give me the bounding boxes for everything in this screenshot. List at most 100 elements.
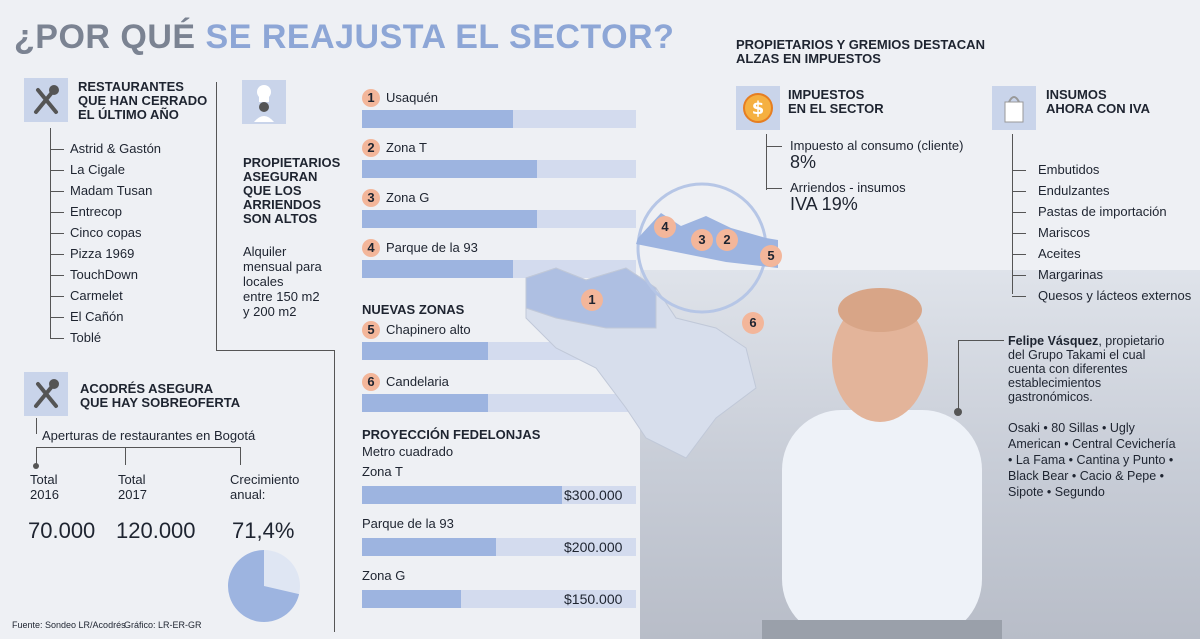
fedelonjas-value: $300.000 xyxy=(564,487,623,503)
zone-bar-bg xyxy=(362,394,636,412)
fedelonjas-bar-bg xyxy=(362,486,636,504)
zone-badge: 2 xyxy=(362,139,380,157)
col3-label: Crecimiento anual: xyxy=(230,472,300,502)
zone-bar-fill xyxy=(362,394,489,412)
person-line-h xyxy=(958,340,1004,341)
taxes-heading: IMPUESTOS EN EL SECTOR xyxy=(788,87,884,116)
map-badge-6: 6 xyxy=(742,312,764,334)
footer-graphic: Gráfico: LR-ER-GR xyxy=(124,620,202,630)
zone-label: Candelaria xyxy=(386,374,449,389)
supplies-tick xyxy=(1012,275,1026,276)
acodres-heading: ACODRÉS ASEGURA QUE HAY SOBREOFERTA xyxy=(80,381,241,410)
closed-item: Madam Tusan xyxy=(70,183,153,198)
supplies-tick xyxy=(1012,170,1026,171)
zone-bar-fill xyxy=(362,110,513,128)
supplies-item: Embutidos xyxy=(1038,162,1100,177)
closed-tick xyxy=(50,170,64,171)
zone-bar-fill xyxy=(362,260,513,278)
coin-icon: $ xyxy=(736,86,780,130)
fedelonjas-bar-fill xyxy=(362,590,461,608)
acodres-tick-3 xyxy=(240,447,241,465)
rent-heading: PROPIETARIOS ASEGURAN QUE LOS ARRIENDOS … xyxy=(243,155,341,226)
taxes-tick-2 xyxy=(766,188,782,189)
supplies-item: Pastas de importación xyxy=(1038,204,1167,219)
closed-heading: RESTAURANTES QUE HAN CERRADO EL ÚLTIMO A… xyxy=(78,79,208,122)
taxes-tick-1 xyxy=(766,146,782,147)
tax1-value: 8% xyxy=(790,152,817,172)
closed-item: Entrecop xyxy=(70,204,123,219)
person-desc: Felipe Vásquez, propietario del Grupo Ta… xyxy=(1008,334,1165,404)
map-badge-3: 3 xyxy=(691,229,713,251)
zone-label: Zona G xyxy=(386,190,430,205)
closed-tick xyxy=(50,338,64,339)
closed-tick xyxy=(50,254,64,255)
page-title: ¿POR QUÉ SE REAJUSTA EL SECTOR? xyxy=(14,18,675,56)
zone-bar-bg xyxy=(362,260,636,278)
zone-label: Parque de la 93 xyxy=(386,240,478,255)
tax2-value: IVA 19% xyxy=(790,194,858,214)
fork-knife-icon-2 xyxy=(24,372,68,416)
zone-badge: 1 xyxy=(362,89,380,107)
svg-text:$: $ xyxy=(752,98,765,119)
zone-badge: 5 xyxy=(362,321,380,339)
fedelonjas-bar-fill xyxy=(362,486,563,504)
closed-item: Carmelet xyxy=(70,288,123,303)
col2-label: Total 2017 xyxy=(118,472,147,502)
fedelonjas-bar-bg xyxy=(362,590,636,608)
zone-label: Usaquén xyxy=(386,90,439,105)
acodres-sub: Aperturas de restaurantes en Bogotá xyxy=(42,428,256,443)
supplies-tick xyxy=(1012,233,1026,234)
supplies-tick xyxy=(1012,212,1026,213)
new-zones-heading: NUEVAS ZONAS xyxy=(362,302,465,317)
zone-bar-fill xyxy=(362,210,538,228)
closed-item: Pizza 1969 xyxy=(70,246,135,261)
dot1 xyxy=(30,463,60,476)
supplies-item: Mariscos xyxy=(1038,225,1091,240)
fedelonjas-value: $200.000 xyxy=(564,539,623,555)
closed-tick xyxy=(50,296,64,297)
supplies-heading: INSUMOS AHORA CON IVA xyxy=(1046,87,1150,116)
zone-bar-bg xyxy=(362,210,636,228)
col2-value: 120.000 xyxy=(116,518,196,543)
fedelonjas-label: Parque de la 93 xyxy=(362,516,454,531)
person-photo xyxy=(762,288,1002,639)
map-badge-5: 5 xyxy=(760,245,782,267)
rent-divider xyxy=(216,82,217,350)
col3-value: 71,4% xyxy=(232,518,295,543)
person-brands: Osaki • 80 Sillas • Ugly American • Cent… xyxy=(1008,421,1176,499)
fedelonjas-label: Zona G xyxy=(362,568,406,583)
acodres-tick-1 xyxy=(36,447,37,465)
map-badge-1: 1 xyxy=(581,289,603,311)
supplies-item: Aceites xyxy=(1038,246,1081,261)
zone-badge: 6 xyxy=(362,373,380,391)
zone-bar-fill xyxy=(362,342,489,360)
supplies-item: Endulzantes xyxy=(1038,183,1110,198)
taxes-top-heading: PROPIETARIOS Y GREMIOS DESTACAN ALZAS EN… xyxy=(736,37,985,66)
chef-icon xyxy=(242,80,286,124)
rent-body: Alquiler mensual para locales entre 150 … xyxy=(243,244,322,319)
tax2-label: Arriendos - insumos xyxy=(790,180,906,195)
fedelonjas-bar-bg xyxy=(362,538,636,556)
taxes-line xyxy=(766,134,767,190)
fedelonjas-sub: Metro cuadrado xyxy=(362,444,454,459)
zone-label: Zona T xyxy=(386,140,427,155)
person-dot xyxy=(954,408,962,416)
growth-pie-chart xyxy=(228,550,300,622)
zone-bar-bg xyxy=(362,110,636,128)
zone-bar-fill xyxy=(362,160,538,178)
fedelonjas-bar-fill xyxy=(362,538,497,556)
supplies-line xyxy=(1012,134,1013,294)
closed-tick xyxy=(50,275,64,276)
map-badge-4: 4 xyxy=(654,216,676,238)
closed-item: Astrid & Gastón xyxy=(70,141,162,156)
rent-divider-h xyxy=(216,350,334,351)
rent-divider-v2 xyxy=(334,350,335,632)
supplies-item: Margarinas xyxy=(1038,267,1104,282)
person-line xyxy=(958,340,959,412)
map-badge-2: 2 xyxy=(716,229,738,251)
supplies-item: Quesos y lácteos externos xyxy=(1038,288,1192,303)
fork-knife-icon xyxy=(24,78,68,122)
supplies-tick xyxy=(1012,296,1026,297)
closed-tick xyxy=(50,149,64,150)
footer-source: Fuente: Sondeo LR/Acodrés xyxy=(12,620,126,630)
